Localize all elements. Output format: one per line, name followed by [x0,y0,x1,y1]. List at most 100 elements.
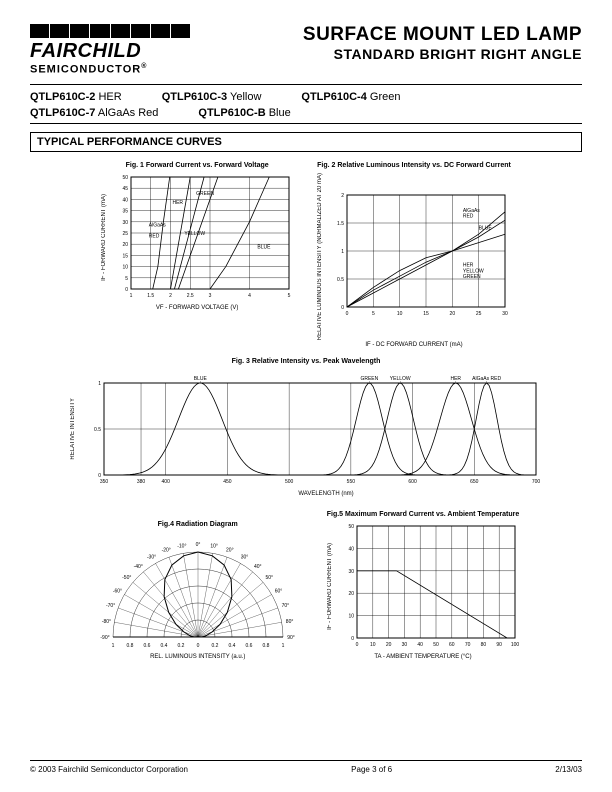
svg-text:10°: 10° [210,543,218,549]
logo-name: FAIRCHILD [30,40,190,63]
footer: © 2003 Fairchild Semiconductor Corporati… [30,760,582,774]
svg-text:20: 20 [386,642,392,648]
svg-text:5: 5 [372,311,375,317]
svg-text:0: 0 [196,643,199,649]
svg-text:20: 20 [450,311,456,317]
svg-text:40: 40 [348,546,354,552]
svg-text:15: 15 [123,253,129,259]
svg-text:10: 10 [348,614,354,620]
svg-text:-50°: -50° [122,575,131,581]
svg-text:650: 650 [470,479,479,485]
svg-text:3: 3 [209,293,212,299]
svg-text:0: 0 [341,305,344,311]
svg-text:0.4: 0.4 [228,643,235,649]
svg-text:50°: 50° [265,575,273,581]
svg-text:RED: RED [463,214,474,220]
fig3: RELATIVE INTENSITY 350380400450500550600… [30,369,582,489]
svg-text:80: 80 [480,642,486,648]
svg-text:0.6: 0.6 [245,643,252,649]
svg-text:30°: 30° [240,554,248,560]
parts-list: QTLP610C-2 HER QTLP610C-3 Yellow QTLP610… [30,91,582,103]
svg-text:2: 2 [169,293,172,299]
svg-text:0.5: 0.5 [94,427,101,433]
svg-text:20: 20 [348,591,354,597]
svg-text:BLUE: BLUE [194,376,208,382]
svg-text:0: 0 [355,642,358,648]
svg-text:350: 350 [100,479,109,485]
svg-text:0.2: 0.2 [211,643,218,649]
date: 2/13/03 [555,765,582,774]
svg-text:700: 700 [532,479,541,485]
section-heading: TYPICAL PERFORMANCE CURVES [30,132,582,152]
svg-text:1: 1 [341,249,344,255]
company-logo: FAIRCHILD SEMICONDUCTOR® [30,24,190,76]
logo-sub: SEMICONDUCTOR [30,64,141,76]
copyright: © 2003 Fairchild Semiconductor Corporati… [30,765,188,774]
fig1: Fig. 1 Forward Current vs. Forward Volta… [101,162,293,348]
doc-title: SURFACE MOUNT LED LAMP [303,24,582,46]
svg-text:0.8: 0.8 [126,643,133,649]
svg-text:30: 30 [401,642,407,648]
svg-text:10: 10 [370,642,376,648]
svg-text:45: 45 [123,186,129,192]
svg-text:15: 15 [423,311,429,317]
svg-text:0: 0 [346,311,349,317]
svg-text:50: 50 [348,524,354,530]
svg-text:0°: 0° [195,542,200,548]
svg-text:60: 60 [449,642,455,648]
svg-text:380: 380 [137,479,146,485]
doc-subtitle: STANDARD BRIGHT RIGHT ANGLE [303,46,582,62]
svg-text:GREEN: GREEN [360,376,378,382]
svg-text:100: 100 [511,642,519,648]
fig2: Fig. 2 Relative Luminous Intensity vs. D… [317,162,511,348]
svg-text:2.5: 2.5 [187,293,194,299]
svg-text:40: 40 [123,197,129,203]
svg-text:500: 500 [285,479,294,485]
svg-text:10: 10 [397,311,403,317]
svg-text:25: 25 [123,231,129,237]
svg-text:20: 20 [123,242,129,248]
fig4: Fig.4 Radiation Diagram -90°-80°-70°-60°… [93,521,303,660]
svg-text:-30°: -30° [147,554,156,560]
parts-list-2: QTLP610C-7 AlGaAs Red QTLP610C-B Blue [30,107,582,119]
svg-text:1: 1 [98,381,101,387]
svg-text:BLUE: BLUE [479,226,493,232]
svg-text:10: 10 [123,264,129,270]
svg-text:-80°: -80° [102,619,111,625]
svg-text:AlGaAs: AlGaAs [149,222,166,228]
svg-text:80°: 80° [286,619,294,625]
svg-text:600: 600 [408,479,417,485]
svg-text:550: 550 [347,479,356,485]
svg-text:40: 40 [417,642,423,648]
svg-text:HER: HER [173,200,184,206]
page-number: Page 3 of 6 [351,765,392,774]
svg-text:YELLOW: YELLOW [184,231,205,237]
svg-text:AlGaAs RED: AlGaAs RED [472,376,501,382]
svg-text:0.8: 0.8 [262,643,269,649]
svg-text:GREEN: GREEN [463,274,481,280]
svg-text:90: 90 [496,642,502,648]
svg-text:-20°: -20° [161,548,170,554]
svg-text:0.2: 0.2 [177,643,184,649]
svg-text:25: 25 [476,311,482,317]
svg-text:50: 50 [433,642,439,648]
svg-text:30: 30 [502,311,508,317]
svg-text:5: 5 [125,275,128,281]
fig3-title: Fig. 3 Relative Intensity vs. Peak Wavel… [30,358,582,365]
svg-text:60°: 60° [274,588,282,594]
svg-text:1: 1 [281,643,284,649]
svg-text:5: 5 [288,293,291,299]
svg-text:HER: HER [450,376,461,382]
svg-text:0: 0 [351,636,354,642]
svg-text:0: 0 [125,287,128,293]
svg-text:-60°: -60° [113,588,122,594]
svg-text:40°: 40° [254,564,262,570]
svg-text:BLUE: BLUE [258,244,272,250]
svg-text:0.4: 0.4 [160,643,167,649]
svg-text:1: 1 [111,643,114,649]
svg-text:0.5: 0.5 [337,277,344,283]
svg-text:4: 4 [248,293,251,299]
svg-text:400: 400 [162,479,171,485]
svg-text:70: 70 [465,642,471,648]
svg-text:-10°: -10° [177,543,186,549]
